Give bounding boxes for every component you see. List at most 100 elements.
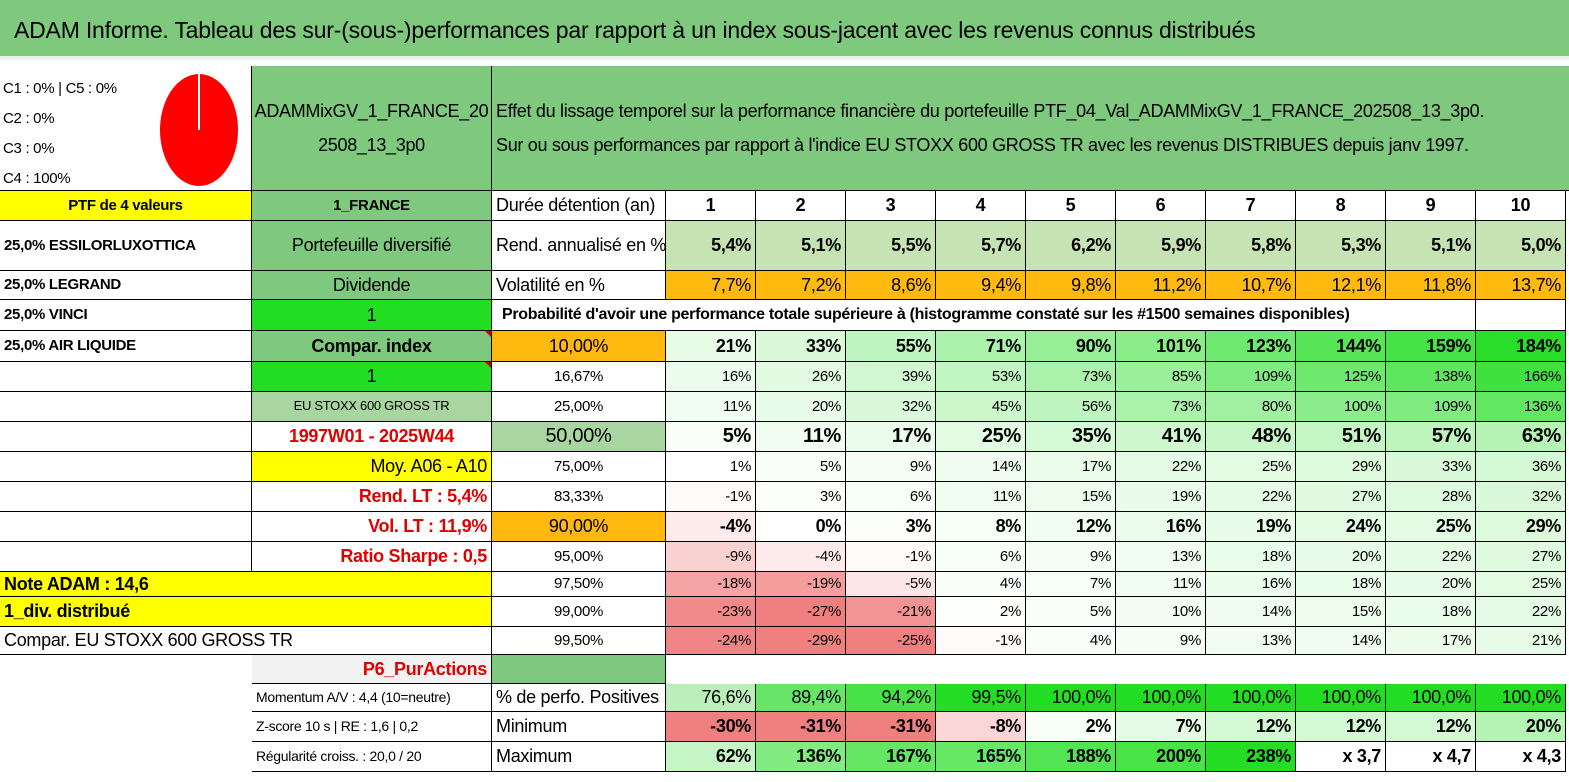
index-name: EU STOXX 600 GROSS TR xyxy=(252,392,492,422)
quantile-value: 24% xyxy=(1296,512,1386,542)
positive-value: 100,0% xyxy=(1296,684,1386,712)
year-header: 7 xyxy=(1206,191,1296,221)
positive-value: 100,0% xyxy=(1386,684,1476,712)
portfolio-type: Portefeuille diversifié xyxy=(252,221,492,271)
quantile-value: 71% xyxy=(936,331,1026,362)
quantile-value: 55% xyxy=(846,331,936,362)
quantile-level: 10,00% xyxy=(492,331,666,362)
empty-cell xyxy=(0,422,252,452)
volatility-value: 13,7% xyxy=(1476,271,1566,300)
quantile-value: 15% xyxy=(1026,482,1116,512)
quantile-value: 9% xyxy=(846,452,936,482)
quantile-value: 18% xyxy=(1386,597,1476,627)
maximum-value: 200% xyxy=(1116,742,1206,772)
quantile-value: 18% xyxy=(1296,572,1386,597)
quantile-value: 12% xyxy=(1026,512,1116,542)
quantile-value: 11% xyxy=(936,482,1026,512)
quantile-value: -18% xyxy=(666,572,756,597)
quantile-level: 97,50% xyxy=(492,572,666,597)
minimum-value: -30% xyxy=(666,712,756,742)
comment-marker xyxy=(485,362,491,368)
quantile-value: 3% xyxy=(756,482,846,512)
quantile-value: -5% xyxy=(846,572,936,597)
volatility-value: 7,2% xyxy=(756,271,846,300)
quantile-value: 29% xyxy=(1296,452,1386,482)
quantile-value: 184% xyxy=(1476,331,1566,362)
quantile-value: 80% xyxy=(1206,392,1296,422)
period: 1997W01 - 2025W44 xyxy=(252,422,492,452)
quantile-level: 95,00% xyxy=(492,542,666,572)
quantile-value: -1% xyxy=(846,542,936,572)
year-header: 10 xyxy=(1476,191,1566,221)
positive-value: 100,0% xyxy=(1116,684,1206,712)
compare-index-label: Compar. index xyxy=(252,331,492,362)
quantile-value: 0% xyxy=(756,512,846,542)
quantile-value: 57% xyxy=(1386,422,1476,452)
volatility-label: Volatilité en % xyxy=(492,271,666,300)
quantile-value: 73% xyxy=(1116,392,1206,422)
quantile-level: 90,00% xyxy=(492,512,666,542)
year-header: 2 xyxy=(756,191,846,221)
quantile-level: 83,33% xyxy=(492,482,666,512)
quantile-value: 18% xyxy=(1206,542,1296,572)
volatility-value: 8,6% xyxy=(846,271,936,300)
composition-legend: C1 : 0% | C5 : 0% C2 : 0% C3 : 0% C4 : 1… xyxy=(3,74,117,194)
quantile-value: 20% xyxy=(756,392,846,422)
quantile-value: 53% xyxy=(936,362,1026,392)
return-label: Rend. annualisé en % xyxy=(492,221,666,271)
quantile-value: 136% xyxy=(1476,392,1566,422)
quantile-value: 51% xyxy=(1296,422,1386,452)
average-range: Moy. A06 - A10 xyxy=(252,452,492,482)
quantile-value: 41% xyxy=(1116,422,1206,452)
quantile-value: 16% xyxy=(1116,512,1206,542)
quantile-value: 9% xyxy=(1026,542,1116,572)
quantile-value: 35% xyxy=(1026,422,1116,452)
volatility-value: 11,2% xyxy=(1116,271,1206,300)
quantile-value: 13% xyxy=(1116,542,1206,572)
volatility-value: 9,4% xyxy=(936,271,1026,300)
description-line-2: Sur ou sous performances par rapport à l… xyxy=(496,135,1469,155)
regularity: Régularité croiss. : 20,0 / 20 xyxy=(252,742,492,772)
quantile-value: 16% xyxy=(1206,572,1296,597)
return-value: 5,8% xyxy=(1206,221,1296,271)
minimum-value: 2% xyxy=(1026,712,1116,742)
positive-label: % de perfo. Positives xyxy=(492,684,666,712)
maximum-value: 62% xyxy=(666,742,756,772)
year-header: 9 xyxy=(1386,191,1476,221)
year-header: 6 xyxy=(1116,191,1206,221)
quantile-value: 6% xyxy=(846,482,936,512)
dividend-distributed: 1_div. distribué xyxy=(0,597,492,627)
dividend-label: Dividende xyxy=(252,271,492,300)
quantile-level: 50,00% xyxy=(492,422,666,452)
quantile-value: 138% xyxy=(1386,362,1476,392)
compare-name: Compar. EU STOXX 600 GROSS TR xyxy=(0,627,492,655)
year-header: 8 xyxy=(1296,191,1386,221)
maximum-value: 188% xyxy=(1026,742,1116,772)
positive-value: 89,4% xyxy=(756,684,846,712)
composition-line: C3 : 0% xyxy=(3,140,55,157)
ptf-count: PTF de 4 valeurs xyxy=(0,191,252,221)
return-value: 5,7% xyxy=(936,221,1026,271)
minimum-value: -8% xyxy=(936,712,1026,742)
quantile-value: 32% xyxy=(846,392,936,422)
holding: 25,0% VINCI xyxy=(0,300,252,331)
quantile-level: 99,00% xyxy=(492,597,666,627)
maximum-value: x 4,7 xyxy=(1386,742,1476,772)
quantile-value: 20% xyxy=(1296,542,1386,572)
quantile-value: 63% xyxy=(1476,422,1566,452)
quantile-value: 4% xyxy=(1026,627,1116,655)
quantile-value: 33% xyxy=(1386,452,1476,482)
quantile-value: 17% xyxy=(1386,627,1476,655)
quantile-value: 5% xyxy=(666,422,756,452)
quantile-value: 27% xyxy=(1476,542,1566,572)
composition-panel: C1 : 0% | C5 : 0% C2 : 0% C3 : 0% C4 : 1… xyxy=(0,66,252,191)
return-value: 5,3% xyxy=(1296,221,1386,271)
quantile-value: 14% xyxy=(936,452,1026,482)
description-line-1: Effet du lissage temporel sur la perform… xyxy=(496,101,1485,121)
return-value: 5,4% xyxy=(666,221,756,271)
quantile-value: -4% xyxy=(666,512,756,542)
quantile-value: 6% xyxy=(936,542,1026,572)
quantile-value: -23% xyxy=(666,597,756,627)
quantile-value: 16% xyxy=(666,362,756,392)
quantile-value: 101% xyxy=(1116,331,1206,362)
